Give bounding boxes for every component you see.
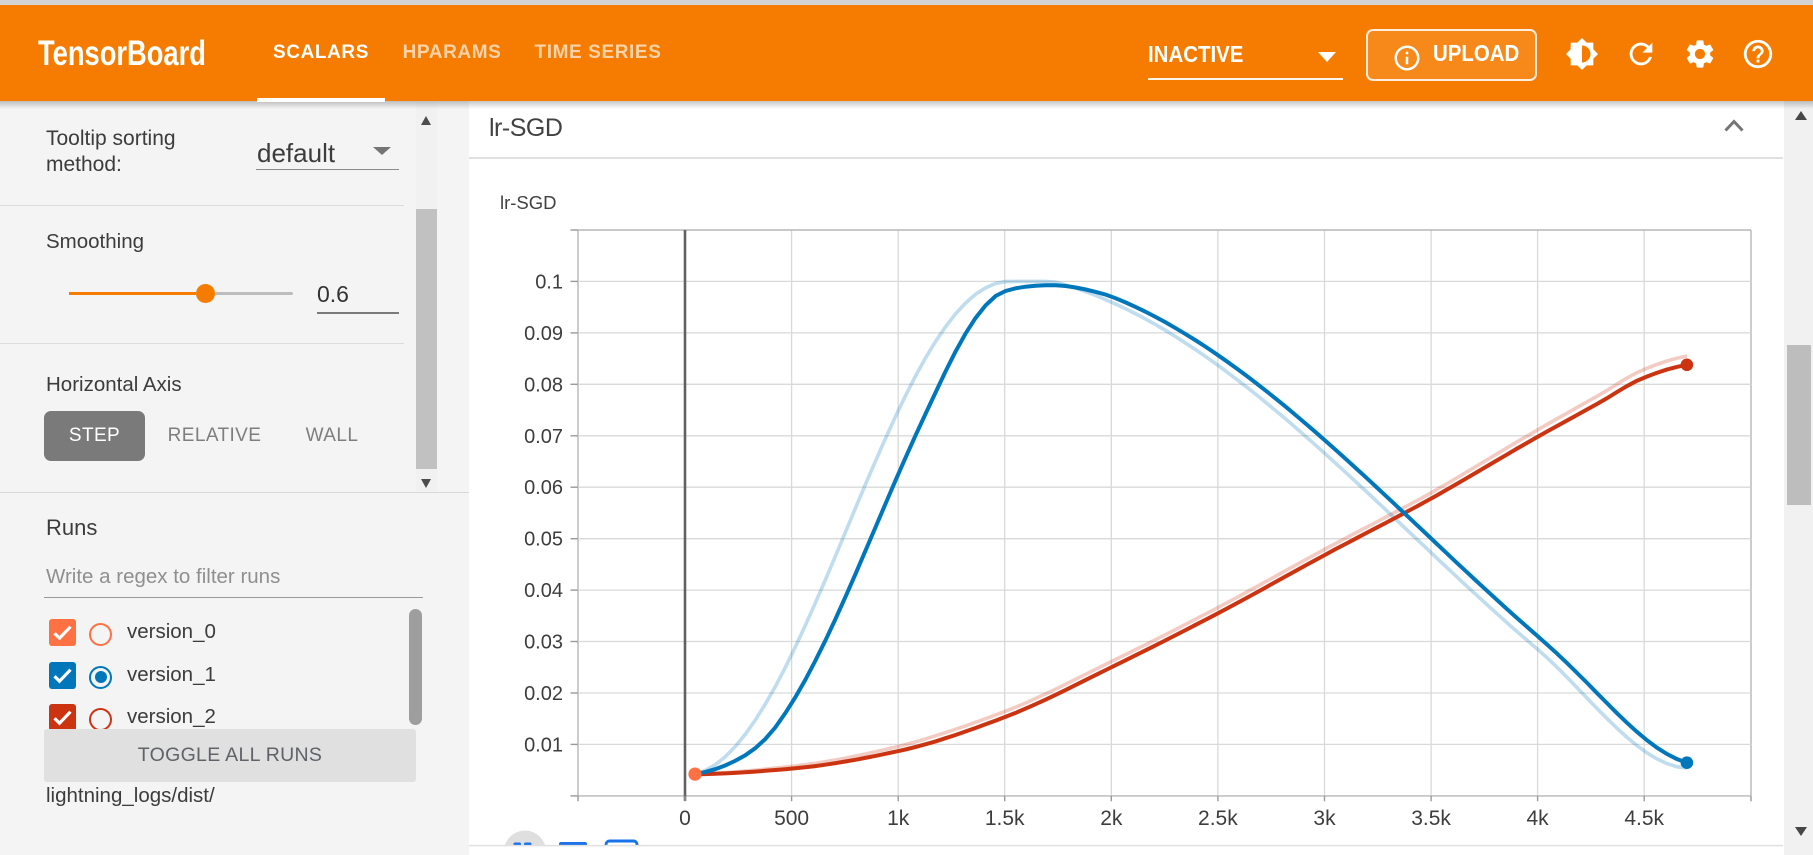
svg-text:1.5k: 1.5k: [985, 807, 1025, 830]
svg-text:3.5k: 3.5k: [1411, 807, 1451, 830]
svg-text:0.01: 0.01: [524, 734, 563, 756]
svg-text:0.08: 0.08: [524, 374, 563, 396]
svg-text:0.05: 0.05: [524, 529, 563, 551]
svg-text:2.5k: 2.5k: [1198, 807, 1238, 830]
svg-text:0.1: 0.1: [535, 271, 563, 293]
svg-text:3k: 3k: [1313, 807, 1336, 830]
svg-text:2k: 2k: [1100, 807, 1123, 830]
svg-text:1k: 1k: [887, 807, 910, 830]
svg-text:lr-SGD: lr-SGD: [500, 192, 557, 213]
svg-text:0.02: 0.02: [524, 683, 563, 705]
svg-text:0.09: 0.09: [524, 323, 563, 345]
svg-text:4.5k: 4.5k: [1624, 807, 1664, 830]
svg-text:4k: 4k: [1527, 807, 1550, 830]
svg-text:0.04: 0.04: [524, 580, 563, 602]
svg-text:0.06: 0.06: [524, 477, 563, 499]
svg-text:0: 0: [679, 807, 691, 830]
svg-text:0.03: 0.03: [524, 632, 563, 654]
svg-text:500: 500: [774, 807, 809, 830]
svg-text:0.07: 0.07: [524, 426, 563, 448]
